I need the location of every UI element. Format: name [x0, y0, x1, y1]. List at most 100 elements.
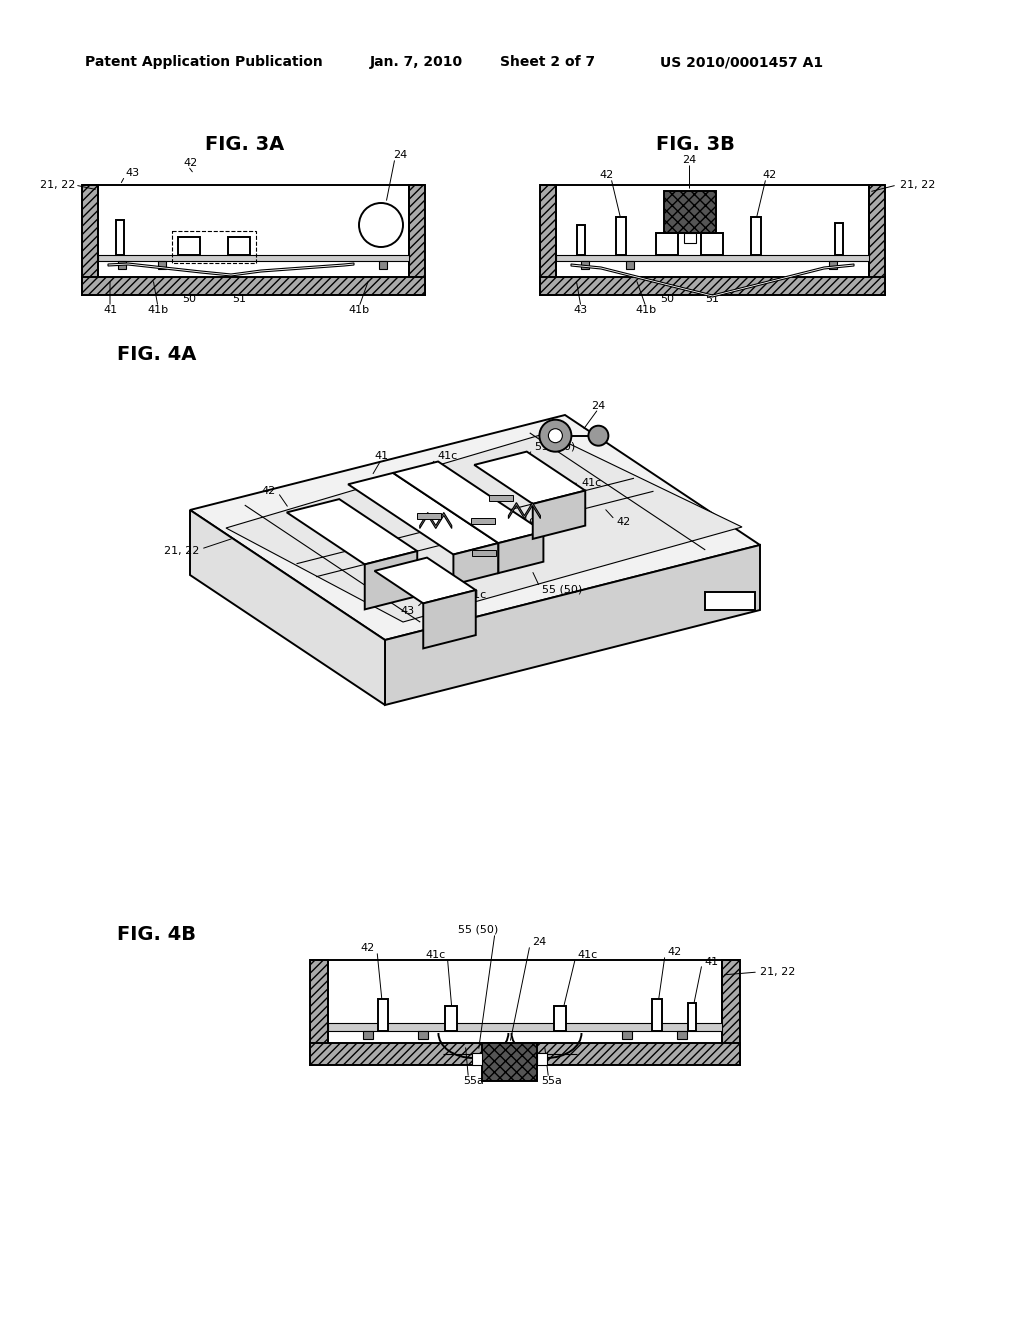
Bar [538, 1053, 548, 1065]
Circle shape [359, 203, 403, 247]
Text: 41c: 41c [425, 950, 445, 960]
Bar [664, 191, 716, 234]
Bar [228, 238, 250, 255]
Bar [409, 185, 425, 294]
Text: 41b: 41b [348, 305, 370, 315]
Text: 41: 41 [705, 957, 718, 968]
Text: US 2010/0001457 A1: US 2010/0001457 A1 [660, 55, 823, 69]
Bar [722, 960, 740, 1065]
Bar [378, 999, 388, 1031]
Bar [683, 234, 695, 243]
Text: 43: 43 [125, 168, 139, 178]
Text: 42: 42 [262, 486, 275, 495]
Bar [472, 1053, 482, 1065]
Bar [869, 185, 885, 294]
Text: FIG. 4A: FIG. 4A [117, 346, 197, 364]
Text: 21, 22: 21, 22 [760, 968, 796, 977]
Text: 55 (50): 55 (50) [542, 585, 582, 595]
Text: 41c: 41c [578, 950, 598, 960]
Text: 21, 22: 21, 22 [900, 180, 935, 190]
Polygon shape [470, 517, 495, 524]
Bar [445, 1006, 458, 1031]
Bar [540, 277, 885, 294]
Text: 24: 24 [591, 401, 605, 411]
Polygon shape [499, 532, 544, 573]
Bar [98, 255, 409, 261]
Text: 55 (50): 55 (50) [458, 925, 498, 935]
Polygon shape [287, 499, 417, 565]
Polygon shape [423, 590, 476, 648]
Bar [118, 261, 126, 269]
Text: 41b: 41b [636, 305, 656, 315]
Bar [482, 1043, 538, 1081]
Text: FIG. 3A: FIG. 3A [206, 136, 285, 154]
Text: Jan. 7, 2010: Jan. 7, 2010 [370, 55, 463, 69]
Bar [310, 960, 328, 1065]
Bar [581, 261, 589, 269]
Text: 41b: 41b [147, 305, 169, 315]
Bar [82, 185, 98, 294]
Text: Sheet 2 of 7: Sheet 2 of 7 [500, 55, 595, 69]
Bar [178, 238, 200, 255]
Polygon shape [488, 495, 512, 502]
Bar [172, 231, 256, 263]
Text: 41: 41 [375, 451, 389, 461]
Polygon shape [226, 433, 742, 622]
Polygon shape [532, 491, 586, 539]
Text: Patent Application Publication: Patent Application Publication [85, 55, 323, 69]
Text: 41c: 41c [404, 516, 425, 527]
Text: 50: 50 [182, 294, 196, 304]
Polygon shape [705, 591, 755, 610]
Bar [701, 234, 723, 255]
Text: 42: 42 [616, 516, 631, 527]
Bar [82, 277, 425, 294]
Bar [362, 1031, 373, 1039]
Text: FIG. 3B: FIG. 3B [655, 136, 734, 154]
Bar [656, 234, 678, 255]
Bar [688, 1003, 696, 1031]
Bar [328, 1023, 722, 1031]
Text: 21, 22: 21, 22 [40, 180, 75, 190]
Text: 50: 50 [660, 294, 674, 304]
Bar [626, 261, 634, 269]
Bar [310, 1043, 740, 1065]
Bar [116, 220, 124, 255]
Text: 24: 24 [393, 150, 408, 160]
Polygon shape [108, 263, 354, 276]
Polygon shape [474, 451, 586, 504]
Polygon shape [393, 462, 544, 543]
Text: 41c: 41c [582, 478, 601, 488]
Text: 42: 42 [183, 158, 198, 168]
Text: 55a: 55a [541, 1076, 562, 1086]
Text: 24: 24 [531, 937, 546, 946]
Text: 51: 51 [705, 294, 719, 304]
Polygon shape [420, 512, 452, 528]
Polygon shape [348, 473, 499, 554]
Polygon shape [508, 503, 541, 519]
Text: 41c: 41c [467, 590, 486, 601]
Circle shape [540, 420, 571, 451]
Text: 55a: 55a [463, 1076, 483, 1086]
Text: 42: 42 [667, 946, 681, 957]
Bar [540, 185, 556, 294]
Polygon shape [375, 557, 476, 603]
Bar [829, 261, 837, 269]
Bar [554, 1006, 566, 1031]
Bar [616, 216, 626, 255]
Text: 42: 42 [360, 942, 375, 953]
Text: 24: 24 [682, 154, 696, 165]
Text: 41c: 41c [438, 451, 458, 461]
Polygon shape [365, 552, 417, 610]
Bar [577, 224, 585, 255]
Bar [158, 261, 166, 269]
Polygon shape [417, 513, 441, 519]
Polygon shape [454, 543, 499, 585]
Text: 43: 43 [573, 305, 588, 315]
Text: 43: 43 [400, 606, 415, 615]
Bar [556, 255, 869, 261]
Text: FIG. 4B: FIG. 4B [117, 925, 196, 945]
Polygon shape [571, 264, 854, 297]
Text: 42: 42 [763, 170, 777, 180]
Text: 55 (50): 55 (50) [535, 442, 574, 451]
Text: 51: 51 [232, 294, 246, 304]
